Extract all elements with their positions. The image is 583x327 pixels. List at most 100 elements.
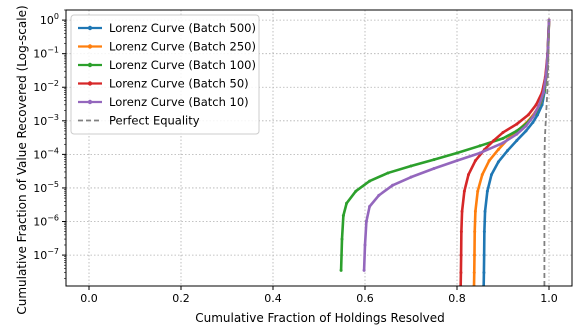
plot-frame — [65, 9, 573, 287]
series-point — [496, 160, 500, 164]
x-tick-label: 1.0 — [540, 292, 558, 305]
x-tick-label: 0.8 — [448, 292, 466, 305]
series-line — [339, 20, 551, 271]
series-point — [478, 144, 482, 148]
series-point — [526, 113, 530, 117]
y-tick-label: 10−6 — [33, 214, 59, 229]
series-point — [487, 159, 491, 163]
y-tick-label: 10−1 — [33, 46, 59, 61]
x-tick-label: 0.6 — [356, 292, 374, 305]
series-point — [459, 230, 463, 234]
series-point — [459, 253, 463, 257]
series-point — [515, 129, 519, 133]
legend-marker — [87, 81, 93, 86]
series-point — [515, 138, 519, 142]
y-axis-label: Cumulative Fraction of Value Recovered (… — [15, 5, 29, 314]
legend: Lorenz Curve (Batch 500) Lorenz Curve (Ba… — [70, 14, 260, 135]
series-point — [459, 271, 463, 275]
series-point — [534, 103, 538, 107]
series-point — [506, 149, 510, 153]
series-point — [482, 271, 486, 275]
series-line — [543, 20, 550, 286]
series-point — [409, 164, 413, 168]
series-point — [473, 159, 477, 163]
series-point — [537, 104, 541, 108]
series-perfect-equality — [543, 20, 550, 286]
series-point — [363, 243, 367, 247]
series-point — [536, 113, 539, 117]
series-point — [341, 214, 345, 218]
series-point — [432, 166, 436, 170]
series-point — [531, 120, 535, 124]
series-point — [490, 173, 493, 177]
series-point — [460, 209, 464, 213]
legend-item: Lorenz Curve (Batch 250) — [78, 40, 256, 54]
series-point — [473, 209, 477, 213]
series-point — [364, 220, 368, 224]
series-point — [482, 253, 486, 257]
x-tick-label: 0.4 — [264, 292, 282, 305]
series-point — [368, 179, 372, 183]
series-lorenz-curve-batch-100- — [339, 18, 551, 272]
y-tick-label: 10−3 — [33, 113, 59, 128]
series-point — [485, 189, 489, 193]
series-point — [362, 268, 366, 272]
series-point — [409, 175, 413, 179]
series-point — [467, 173, 470, 177]
series-point — [391, 183, 395, 187]
series-point — [501, 130, 505, 134]
series-point — [483, 209, 487, 213]
series-point — [455, 159, 459, 163]
series-point — [541, 90, 545, 94]
legend-item: Lorenz Curve (Batch 50) — [78, 77, 249, 91]
legend-label: Lorenz Curve (Batch 10) — [109, 95, 249, 109]
legend-item: Lorenz Curve (Batch 100) — [78, 58, 256, 72]
series-point — [531, 115, 535, 119]
legend-label: Lorenz Curve (Batch 100) — [109, 58, 256, 72]
series-point — [515, 122, 519, 126]
legend-label: Lorenz Curve (Batch 250) — [109, 40, 256, 54]
series-point — [501, 136, 505, 140]
series-point — [524, 129, 528, 133]
y-tick-label: 100 — [40, 12, 59, 27]
series-lorenz-curve-batch-500- — [482, 18, 551, 286]
series-point — [368, 205, 372, 209]
x-tick-label: 0.2 — [172, 292, 190, 305]
series-point — [345, 201, 349, 205]
legend-marker — [87, 99, 93, 105]
legend-label: Lorenz Curve (Batch 500) — [109, 21, 256, 35]
series-line — [482, 20, 551, 286]
legend-marker — [87, 25, 93, 31]
legend-box — [70, 14, 260, 135]
series-point — [473, 230, 477, 234]
series-layer — [339, 18, 551, 286]
legend-label: Perfect Equality — [109, 114, 200, 128]
legend-item: Lorenz Curve (Batch 500) — [78, 21, 256, 35]
x-tick-label: 0.0 — [80, 292, 98, 305]
series-point — [377, 193, 381, 197]
series-point — [501, 141, 505, 145]
series-point — [354, 189, 358, 193]
x-axis-ticks: 0.0 0.2 0.4 0.6 0.8 1.0 — [80, 286, 558, 305]
y-tick-label: 10−7 — [33, 247, 59, 262]
x-axis-label: Cumulative Fraction of Holdings Resolved — [195, 311, 445, 325]
legend-marker — [87, 62, 93, 68]
series-point — [515, 132, 519, 136]
series-point — [339, 268, 343, 272]
legend-item: Perfect Equality — [78, 114, 200, 128]
series-point — [462, 189, 466, 193]
series-line — [362, 20, 551, 271]
series-point — [432, 158, 436, 162]
y-tick-label: 10−4 — [33, 146, 59, 161]
series-point — [472, 253, 476, 257]
series-point — [455, 151, 459, 155]
series-lorenz-curve-batch-10- — [362, 18, 551, 272]
series-point — [544, 72, 548, 76]
series-point — [546, 46, 550, 50]
y-tick-label: 10−2 — [33, 79, 59, 94]
legend-marker — [87, 44, 93, 49]
series-point — [492, 138, 496, 142]
y-axis-ticks: 10−7 10−6 10−5 10−4 10−3 10−2 10−1 100 — [33, 9, 66, 279]
series-point — [478, 151, 482, 155]
